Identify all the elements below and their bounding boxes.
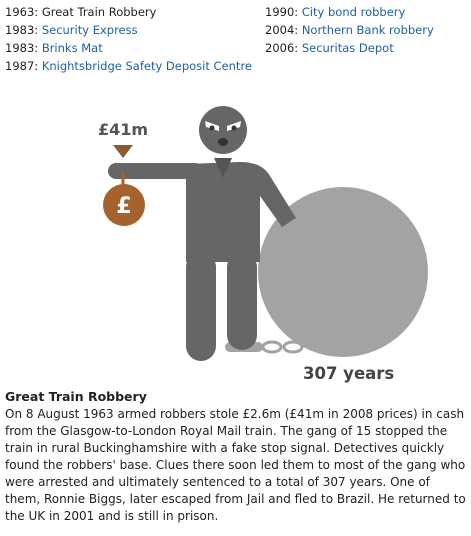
robbery-item-great-train-robbery[interactable]: 1963: Great Train Robbery: [5, 5, 157, 19]
robbery-name: Great Train Robbery: [41, 5, 157, 19]
robbery-item-securitas[interactable]: 2006: Securitas Depot: [265, 41, 394, 55]
robbery-year: 2004: [265, 23, 295, 37]
robbery-name: Northern Bank robbery: [301, 23, 434, 37]
robbery-name: City bond robbery: [301, 5, 406, 19]
bag-symbol: £: [116, 194, 131, 219]
amount-marker-icon: [113, 145, 133, 158]
robber-torso: [186, 162, 296, 262]
robbery-list-right: 1990: City bond robbery 2004: Northern B…: [265, 3, 434, 57]
robbery-item-northern-bank[interactable]: 2004: Northern Bank robbery: [265, 23, 434, 37]
robbery-name: Security Express: [41, 23, 138, 37]
robbery-name: Brinks Mat: [41, 41, 103, 55]
robbery-item-brinks-mat[interactable]: 1983: Brinks Mat: [5, 41, 103, 55]
robbery-year: 1990: [265, 5, 295, 19]
robbery-year: 1963: [5, 5, 35, 19]
robbery-name: Securitas Depot: [301, 41, 394, 55]
robbery-item-city-bond[interactable]: 1990: City bond robbery: [265, 5, 406, 19]
amount-label: £41m: [98, 120, 149, 139]
robber-figure: [108, 106, 296, 361]
robbery-list-left: 1963: Great Train Robbery 1983: Security…: [5, 3, 252, 75]
robbery-year: 1983: [5, 41, 35, 55]
robbery-name: Knightsbridge Safety Deposit Centre: [41, 59, 252, 73]
robber-right-leg: [227, 252, 257, 350]
robber-head: [199, 106, 247, 154]
robbery-year: 1983: [5, 23, 35, 37]
robbery-year: 2006: [265, 41, 295, 55]
sentence-label: 307 years: [303, 364, 395, 383]
robbery-item-security-express[interactable]: 1983: Security Express: [5, 23, 138, 37]
ball-shape: [258, 187, 428, 357]
robbery-year: 1987: [5, 59, 35, 73]
robber-face: [205, 121, 241, 146]
robbery-item-knightsbridge[interactable]: 1987: Knightsbridge Safety Deposit Centr…: [5, 59, 252, 73]
story-title: Great Train Robbery: [5, 389, 147, 404]
story-body: On 8 August 1963 armed robbers stole £2.…: [5, 407, 466, 523]
money-bag-icon: £: [103, 172, 145, 226]
robber-left-leg: [186, 252, 216, 361]
story-panel: Great Train Robbery On 8 August 1963 arm…: [5, 388, 467, 525]
robber-arm: [108, 163, 203, 179]
